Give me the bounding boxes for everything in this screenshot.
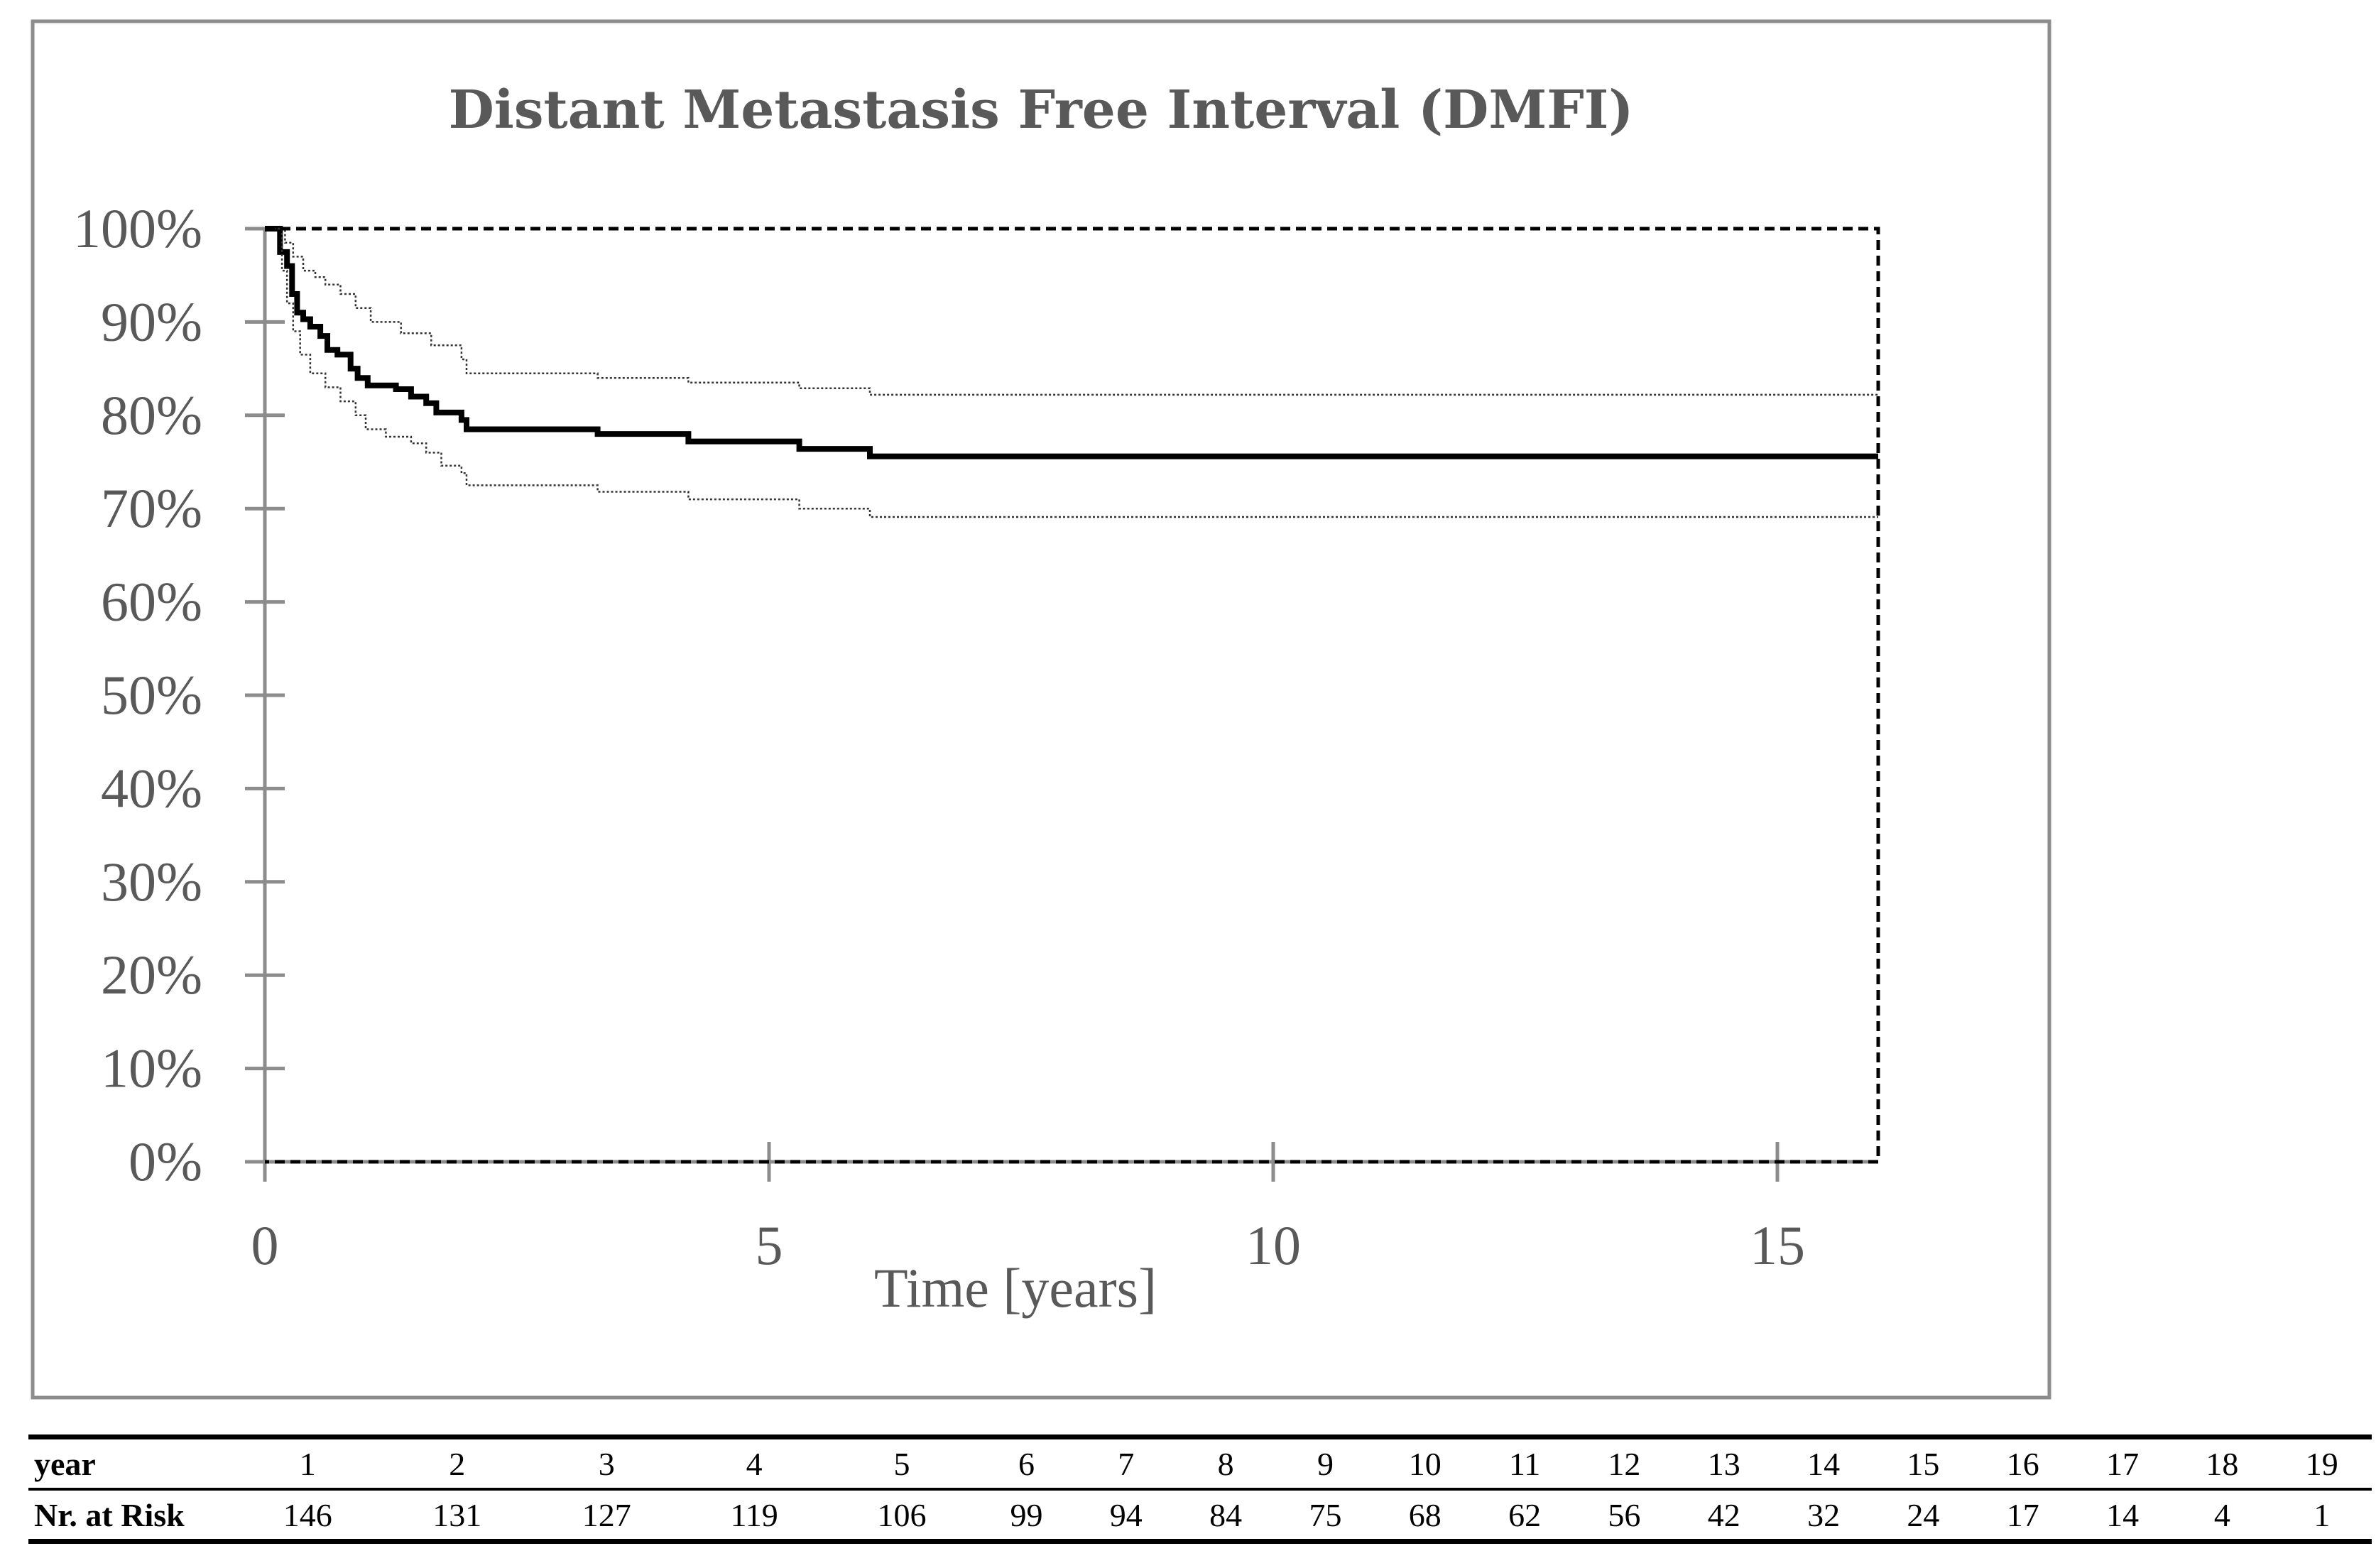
at-risk-cell: 14 [2072, 1488, 2173, 1544]
at-risk-cell: 24 [1873, 1488, 1973, 1544]
at-risk-cell: 4 [2172, 1488, 2272, 1544]
series-line-dmfi [265, 226, 1878, 459]
year-cell: 15 [1873, 1434, 1973, 1489]
year-cell: 7 [1076, 1434, 1176, 1489]
y-tick-label: 0% [129, 1131, 202, 1192]
year-cell: 4 [681, 1434, 827, 1489]
year-cell: 13 [1674, 1434, 1774, 1489]
at-risk-cell: 1 [2272, 1488, 2372, 1544]
y-tick-label: 100% [73, 197, 202, 259]
y-tick-label: 50% [101, 664, 202, 726]
y-tick-label: 90% [101, 290, 202, 352]
x-tick-label: 15 [1750, 1214, 1805, 1276]
risk-table-year-row: year 1 2 3 4 5 6 7 8 9 10 11 12 13 14 15 16 17 18 19 [28, 1434, 2372, 1489]
at-risk-cell: 32 [1773, 1488, 1874, 1544]
plot-area [265, 226, 1880, 1164]
year-cell: 9 [1275, 1434, 1375, 1489]
at-risk-cell: 131 [382, 1488, 532, 1544]
y-tick-label: 30% [101, 851, 202, 913]
series-line-lower-95-ci [265, 227, 1878, 518]
at-risk-row-label: Nr. at Risk [28, 1488, 233, 1544]
at-risk-cell: 84 [1175, 1488, 1276, 1544]
tick-labels: 0% 10% 20% 30% 40% 50% 60% 70% 80% 90% 100% 0 5 10 15 [73, 197, 1805, 1276]
at-risk-cell: 75 [1275, 1488, 1375, 1544]
chart-border [31, 19, 2051, 1400]
year-cell: 12 [1574, 1434, 1674, 1489]
at-risk-cell: 146 [233, 1488, 383, 1544]
year-cell: 19 [2272, 1434, 2372, 1489]
x-axis-title: Time [years] [874, 1257, 1157, 1319]
y-tick-label: 70% [101, 477, 202, 539]
year-cell: 10 [1375, 1434, 1475, 1489]
year-cell: 3 [532, 1434, 682, 1489]
x-tick-label: 5 [756, 1214, 783, 1276]
year-cell: 1 [233, 1434, 383, 1489]
y-tick-label: 60% [101, 571, 202, 633]
year-cell: 17 [2072, 1434, 2173, 1489]
chart-title: Distant Metastasis Free Interval (DMFI) [449, 80, 1634, 141]
year-cell: 16 [1973, 1434, 2073, 1489]
year-cell: 11 [1474, 1434, 1575, 1489]
y-tick-label: 80% [101, 384, 202, 446]
year-cell: 8 [1175, 1434, 1276, 1489]
x-tick-label: 0 [251, 1214, 279, 1276]
at-risk-cell: 106 [827, 1488, 977, 1544]
year-cell: 6 [976, 1434, 1077, 1489]
at-risk-cell: 56 [1574, 1488, 1674, 1544]
risk-table-at-risk-row: Nr. at Risk 146 131 127 119 106 99 94 84 75 68 62 5… [28, 1488, 2372, 1544]
at-risk-cell: 99 [976, 1488, 1077, 1544]
at-risk-cell: 17 [1973, 1488, 2073, 1544]
at-risk-cell: 127 [532, 1488, 682, 1544]
year-row-label: year [28, 1434, 233, 1489]
risk-table: year 1 2 3 4 5 6 7 8 9 10 11 12 13 14 15 16 17 18 19 Nr. a… [28, 1434, 2372, 1544]
at-risk-cell: 119 [681, 1488, 827, 1544]
at-risk-cell: 42 [1674, 1488, 1774, 1544]
y-tick-label: 40% [101, 757, 202, 819]
series-line-reference-frame [265, 227, 1880, 1164]
year-cell: 2 [382, 1434, 532, 1489]
y-tick-label: 10% [101, 1038, 202, 1099]
km-chart: Distant Metastasis Free Interval (DMFI) … [31, 19, 2051, 1400]
x-tick-label: 10 [1246, 1214, 1301, 1276]
at-risk-cell: 94 [1076, 1488, 1176, 1544]
year-cell: 14 [1773, 1434, 1874, 1489]
year-cell: 18 [2172, 1434, 2272, 1489]
at-risk-cell: 62 [1474, 1488, 1575, 1544]
year-cell: 5 [827, 1434, 977, 1489]
at-risk-cell: 68 [1375, 1488, 1475, 1544]
y-tick-label: 20% [101, 944, 202, 1006]
